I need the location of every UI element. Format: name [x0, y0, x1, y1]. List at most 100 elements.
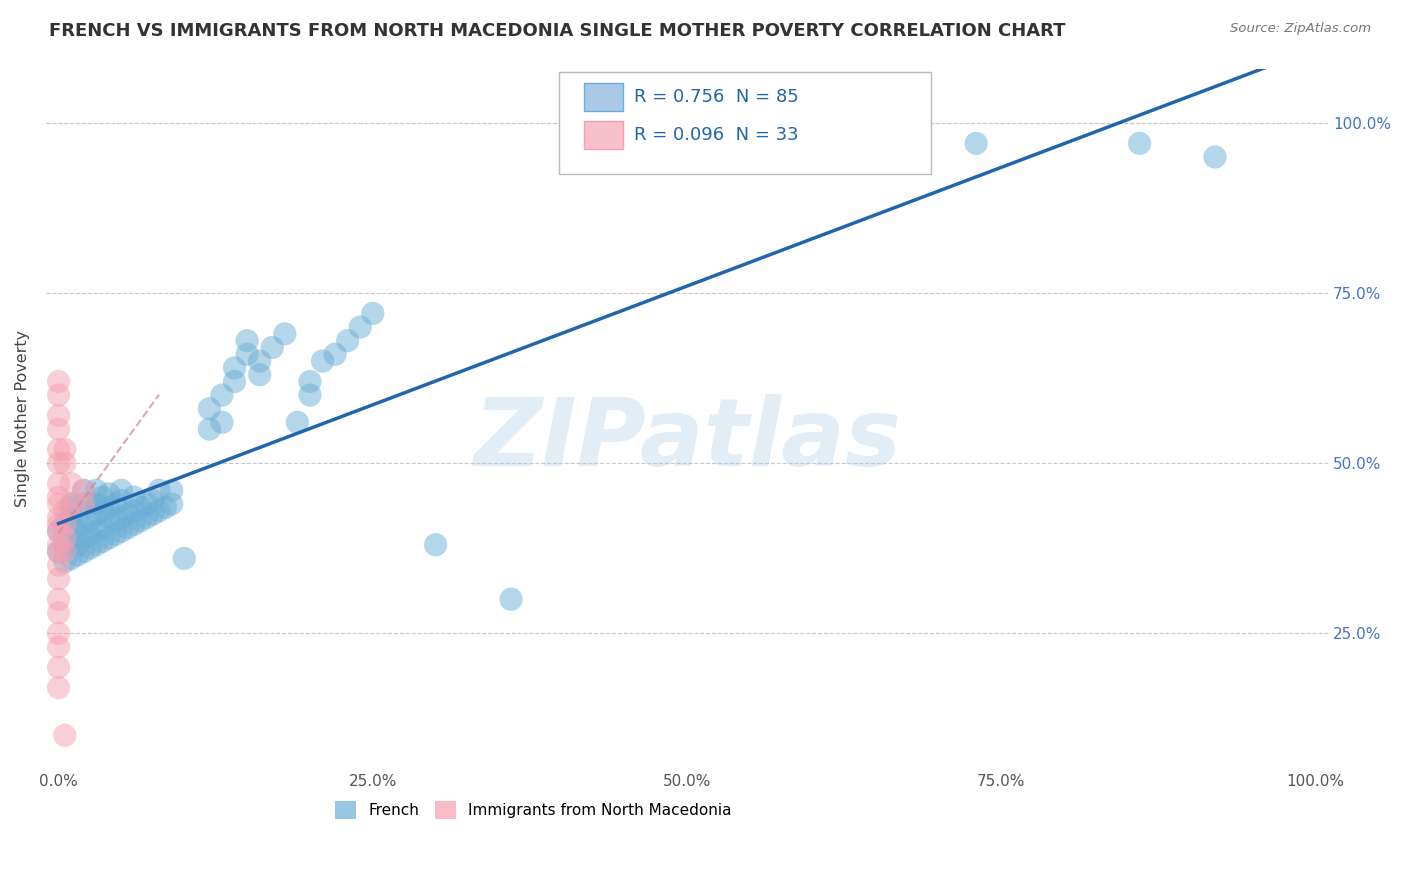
Text: Source: ZipAtlas.com: Source: ZipAtlas.com — [1230, 22, 1371, 36]
French — [84, 507, 107, 521]
French — [110, 510, 132, 524]
French — [66, 524, 89, 538]
French — [66, 548, 89, 562]
French — [298, 375, 321, 389]
French — [173, 551, 195, 566]
Immigrants from North Macedonia — [48, 592, 70, 607]
FancyBboxPatch shape — [585, 83, 623, 111]
French — [66, 510, 89, 524]
French — [249, 368, 271, 382]
Immigrants from North Macedonia — [53, 442, 76, 457]
French — [104, 527, 127, 541]
French — [60, 510, 83, 524]
French — [425, 538, 447, 552]
Immigrants from North Macedonia — [48, 558, 70, 573]
French — [155, 500, 177, 515]
French — [91, 521, 114, 535]
Immigrants from North Macedonia — [48, 388, 70, 402]
French — [97, 510, 120, 524]
Immigrants from North Macedonia — [48, 409, 70, 423]
Immigrants from North Macedonia — [48, 524, 70, 538]
Text: R = 0.096  N = 33: R = 0.096 N = 33 — [634, 126, 799, 145]
Text: R = 0.756  N = 85: R = 0.756 N = 85 — [634, 87, 799, 105]
French — [117, 521, 139, 535]
Immigrants from North Macedonia — [53, 517, 76, 532]
Immigrants from North Macedonia — [48, 442, 70, 457]
Immigrants from North Macedonia — [48, 538, 70, 552]
French — [91, 504, 114, 518]
Immigrants from North Macedonia — [48, 606, 70, 620]
French — [66, 538, 89, 552]
French — [60, 497, 83, 511]
French — [84, 524, 107, 538]
French — [84, 538, 107, 552]
French — [336, 334, 359, 348]
French — [160, 497, 183, 511]
French — [1204, 150, 1226, 164]
French — [211, 415, 233, 429]
French — [53, 538, 76, 552]
French — [135, 497, 157, 511]
French — [79, 514, 101, 528]
Immigrants from North Macedonia — [48, 544, 70, 558]
French — [110, 483, 132, 498]
Immigrants from North Macedonia — [48, 681, 70, 695]
Immigrants from North Macedonia — [48, 660, 70, 674]
French — [91, 490, 114, 504]
French — [298, 388, 321, 402]
French — [84, 483, 107, 498]
Immigrants from North Macedonia — [48, 375, 70, 389]
Immigrants from North Macedonia — [48, 572, 70, 586]
Immigrants from North Macedonia — [73, 483, 96, 498]
French — [148, 483, 170, 498]
Immigrants from North Macedonia — [53, 728, 76, 742]
French — [236, 334, 259, 348]
French — [60, 531, 83, 545]
French — [73, 483, 96, 498]
French — [122, 490, 145, 504]
French — [135, 510, 157, 524]
French — [97, 500, 120, 515]
French — [79, 497, 101, 511]
FancyBboxPatch shape — [585, 121, 623, 149]
Legend: French, Immigrants from North Macedonia: French, Immigrants from North Macedonia — [329, 795, 738, 825]
French — [48, 524, 70, 538]
Immigrants from North Macedonia — [60, 497, 83, 511]
Immigrants from North Macedonia — [48, 626, 70, 640]
French — [274, 326, 297, 341]
Immigrants from North Macedonia — [48, 517, 70, 532]
French — [110, 524, 132, 538]
Text: FRENCH VS IMMIGRANTS FROM NORTH MACEDONIA SINGLE MOTHER POVERTY CORRELATION CHAR: FRENCH VS IMMIGRANTS FROM NORTH MACEDONI… — [49, 22, 1066, 40]
Immigrants from North Macedonia — [48, 456, 70, 470]
French — [148, 504, 170, 518]
French — [129, 500, 152, 515]
French — [73, 497, 96, 511]
French — [142, 507, 165, 521]
French — [224, 360, 246, 375]
French — [60, 500, 83, 515]
Immigrants from North Macedonia — [48, 497, 70, 511]
Text: ZIPatlas: ZIPatlas — [472, 394, 901, 486]
French — [104, 514, 127, 528]
French — [60, 551, 83, 566]
Immigrants from North Macedonia — [48, 490, 70, 504]
French — [323, 347, 346, 361]
French — [142, 493, 165, 508]
French — [122, 517, 145, 532]
French — [311, 354, 333, 368]
French — [129, 514, 152, 528]
French — [73, 531, 96, 545]
French — [499, 592, 522, 607]
French — [73, 517, 96, 532]
French — [84, 497, 107, 511]
Immigrants from North Macedonia — [53, 531, 76, 545]
French — [97, 487, 120, 501]
French — [48, 544, 70, 558]
Immigrants from North Macedonia — [73, 497, 96, 511]
Immigrants from North Macedonia — [48, 510, 70, 524]
Immigrants from North Macedonia — [48, 476, 70, 491]
Immigrants from North Macedonia — [53, 456, 76, 470]
French — [361, 306, 384, 320]
French — [211, 388, 233, 402]
Immigrants from North Macedonia — [48, 422, 70, 436]
